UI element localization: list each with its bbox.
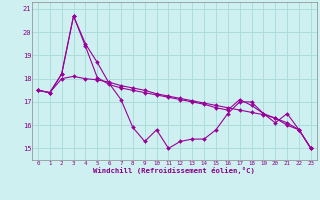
X-axis label: Windchill (Refroidissement éolien,°C): Windchill (Refroidissement éolien,°C) (93, 167, 255, 174)
